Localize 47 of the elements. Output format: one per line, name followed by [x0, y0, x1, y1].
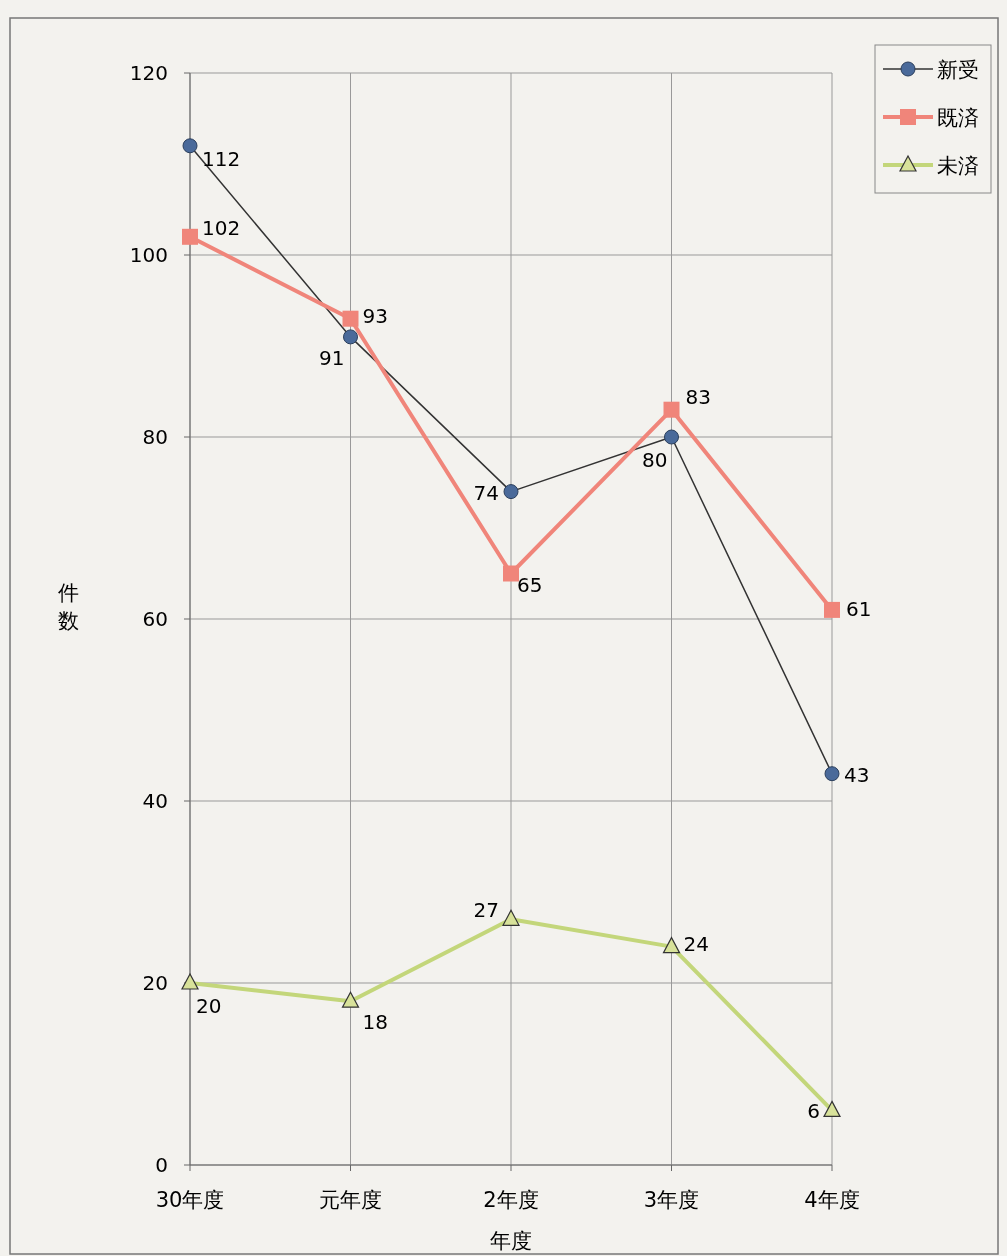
point	[343, 329, 358, 345]
data-label: 24	[683, 931, 709, 956]
x-tick-label: 3年度	[643, 1188, 700, 1212]
y-axis-title: 件数	[57, 581, 79, 633]
point	[503, 484, 519, 500]
point	[502, 909, 520, 926]
point	[824, 601, 840, 618]
y-tick-label: 120	[129, 61, 168, 85]
data-label: 91	[319, 345, 345, 370]
y-tick-label: 80	[142, 425, 168, 449]
legend-label: 既済	[937, 106, 979, 130]
data-label: 18	[362, 1010, 388, 1035]
point	[503, 565, 519, 582]
data-label: 27	[473, 898, 499, 923]
y-tick-label: 60	[142, 607, 168, 631]
data-label: 65	[517, 572, 543, 597]
point	[664, 429, 679, 445]
legend-label: 未済	[937, 154, 979, 178]
x-tick-label: 元年度	[319, 1188, 382, 1212]
x-axis-title: 年度	[490, 1229, 532, 1253]
data-label: 93	[362, 303, 388, 328]
data-label: 61	[846, 596, 872, 621]
data-label: 102	[202, 215, 241, 240]
point	[181, 973, 199, 990]
data-label: 43	[844, 762, 870, 787]
y-tick-label: 100	[129, 243, 168, 267]
y-tick-label: 20	[142, 971, 168, 995]
data-label: 83	[685, 384, 711, 409]
data-label: 6	[807, 1099, 820, 1124]
x-tick-label: 30年度	[155, 1188, 225, 1212]
point	[824, 766, 840, 782]
point	[663, 401, 680, 418]
point	[662, 937, 681, 954]
x-tick-label: 2年度	[483, 1188, 539, 1212]
point	[823, 1100, 841, 1117]
data-label: 20	[196, 994, 222, 1018]
y-tick-label: 40	[142, 789, 168, 813]
point	[342, 310, 359, 327]
data-label: 112	[202, 146, 241, 171]
data-label: 80	[642, 448, 668, 472]
point	[341, 991, 360, 1008]
point	[182, 138, 198, 154]
y-tick-label: 0	[155, 1153, 168, 1177]
legend-label: 新受	[937, 58, 979, 82]
x-tick-label: 4年度	[804, 1188, 860, 1212]
point	[182, 228, 198, 245]
data-label: 74	[473, 480, 499, 505]
